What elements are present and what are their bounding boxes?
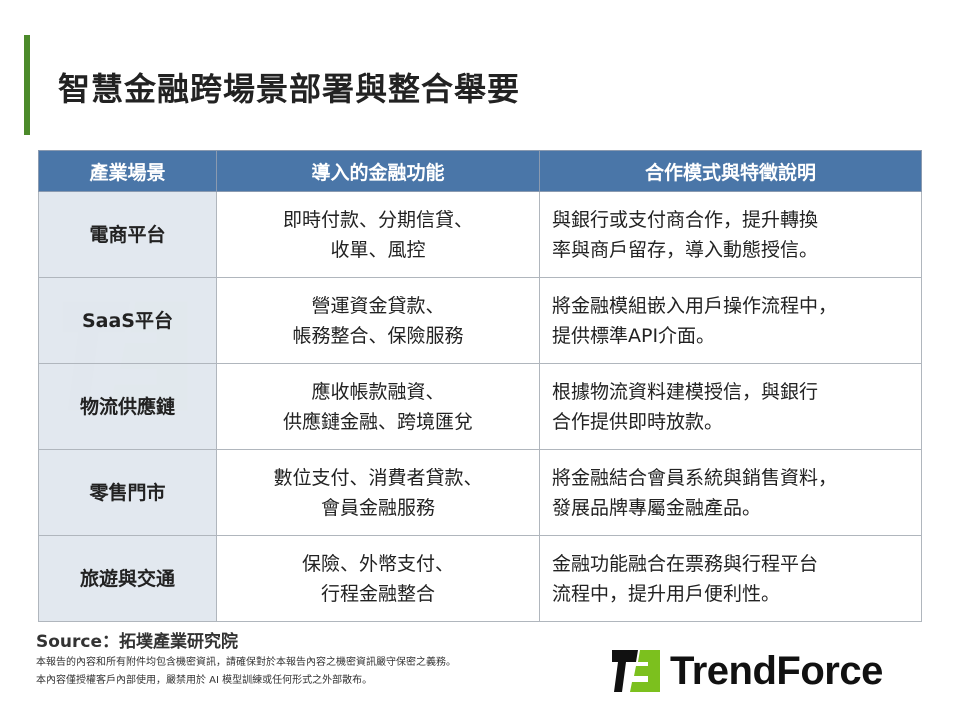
- table-row: 旅遊與交通 保險、外幣支付、 行程金融整合 金融功能融合在票務與行程平台 流程中，提升用…: [38, 535, 922, 622]
- scene-cell: 物流供應鏈: [38, 363, 217, 450]
- cell-line: 營運資金貸款、: [311, 294, 445, 317]
- cell-line: 即時付款、分期信貸、: [282, 208, 473, 231]
- scene-cell: 旅遊與交通: [38, 535, 217, 622]
- disclaimer-line: 本報告的內容和所有附件均包含機密資訊，請確保對於本報告內容之機密資訊嚴守保密之義…: [36, 657, 456, 668]
- header-cell: 導入的金融功能: [216, 150, 540, 192]
- model-cell: 根據物流資料建模授信，與銀行 合作提供即時放款。: [539, 363, 922, 450]
- table-header-row: 產業場景 導入的金融功能 合作模式與特徵說明: [38, 150, 922, 192]
- functions-cell: 保險、外幣支付、 行程金融整合: [216, 535, 540, 622]
- cell-line: 應收帳款融資、: [311, 380, 445, 403]
- cell-line: 會員金融服務: [320, 496, 435, 519]
- cell-line: 將金融結合會員系統與銷售資料，: [552, 466, 838, 489]
- disclaimer-line: 本內容僅授權客戶內部使用，嚴禁用於 AI 模型訓練或任何形式之外部散布。: [36, 675, 373, 686]
- cell-line: 金融功能融合在票務與行程平台: [552, 552, 819, 575]
- scene-cell: 電商平台: [38, 191, 217, 278]
- cell-line: 與銀行或支付商合作，提升轉換: [552, 208, 819, 231]
- cell-line: 帳務整合、保險服務: [292, 324, 464, 347]
- model-cell: 將金融結合會員系統與銷售資料， 發展品牌專屬金融產品。: [539, 449, 922, 536]
- functions-cell: 數位支付、消費者貸款、 會員金融服務: [216, 449, 540, 536]
- table-row: 零售門市 數位支付、消費者貸款、 會員金融服務 將金融結合會員系統與銷售資料， 發展品牌…: [38, 449, 922, 536]
- trendforce-logo: TrendForce: [612, 648, 883, 694]
- functions-cell: 即時付款、分期信貸、 收單、風控: [216, 191, 540, 278]
- cell-line: 供應鏈金融、跨境匯兌: [282, 410, 473, 433]
- cell-line: 發展品牌專屬金融產品。: [552, 496, 762, 519]
- table-row: 物流供應鏈 應收帳款融資、 供應鏈金融、跨境匯兌 根據物流資料建模授信，與銀行 合作提供…: [38, 363, 922, 450]
- cell-line: 率與商戶留存，導入動態授信。: [552, 238, 819, 261]
- table-row: SaaS平台 營運資金貸款、 帳務整合、保險服務 將金融模組嵌入用戶操作流程中， 提供標…: [38, 277, 922, 364]
- header-cell: 合作模式與特徵說明: [539, 150, 922, 192]
- cell-line: 將金融模組嵌入用戶操作流程中，: [552, 294, 838, 317]
- scene-cell: SaaS平台: [38, 277, 217, 364]
- table-row: 電商平台 即時付款、分期信貸、 收單、風控 與銀行或支付商合作，提升轉換 率與商戶留存，…: [38, 191, 922, 278]
- cell-line: 數位支付、消費者貸款、: [273, 466, 483, 489]
- model-cell: 金融功能融合在票務與行程平台 流程中，提升用戶便利性。: [539, 535, 922, 622]
- cell-line: 保險、外幣支付、: [301, 552, 454, 575]
- cell-line: 流程中，提升用戶便利性。: [552, 582, 781, 605]
- model-cell: 與銀行或支付商合作，提升轉換 率與商戶留存，導入動態授信。: [539, 191, 922, 278]
- source-label: Source：拓墣產業研究院: [36, 632, 239, 652]
- trendforce-logo-icon: [612, 650, 660, 692]
- cell-line: 收單、風控: [330, 238, 426, 261]
- cell-line: 根據物流資料建模授信，與銀行: [552, 380, 819, 403]
- cell-line: 行程金融整合: [320, 582, 435, 605]
- cell-line: 合作提供即時放款。: [552, 410, 724, 433]
- logo-wordmark: TrendForce: [670, 648, 883, 693]
- model-cell: 將金融模組嵌入用戶操作流程中， 提供標準API介面。: [539, 277, 922, 364]
- title-accent-bar: [24, 35, 30, 135]
- functions-cell: 營運資金貸款、 帳務整合、保險服務: [216, 277, 540, 364]
- cell-line: 提供標準API介面。: [552, 324, 716, 347]
- header-cell: 產業場景: [38, 150, 217, 192]
- scene-cell: 零售門市: [38, 449, 217, 536]
- page-title: 智慧金融跨場景部署與整合舉要: [58, 70, 521, 108]
- functions-cell: 應收帳款融資、供應鏈金融、跨境匯兌: [216, 363, 540, 450]
- data-table: 產業場景 導入的金融功能 合作模式與特徵說明 電商平台 即時付款、分期信貸、 收單、…: [38, 150, 922, 622]
